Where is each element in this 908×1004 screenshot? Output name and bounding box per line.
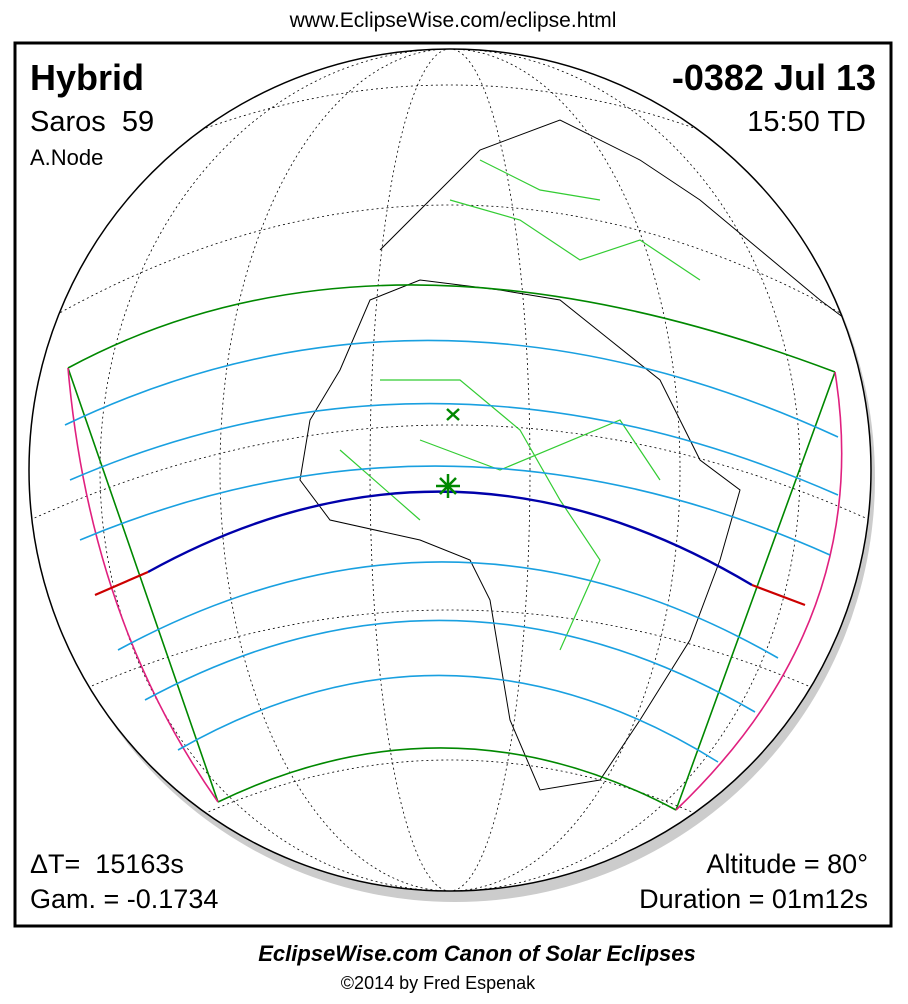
node: A.Node xyxy=(30,145,103,170)
globe-content xyxy=(29,49,871,891)
parallel xyxy=(29,204,871,331)
magnitude-line xyxy=(64,339,839,438)
parallel xyxy=(59,609,841,701)
borders xyxy=(339,379,661,651)
copyright: ©2014 by Fred Espenak xyxy=(341,973,536,993)
time: 15:50 TD xyxy=(747,106,866,138)
altitude: Altitude = 80° xyxy=(706,849,868,879)
date: -0382 Jul 13 xyxy=(672,57,876,98)
meridian xyxy=(369,49,531,891)
rise-set-limit xyxy=(67,367,836,811)
central-path xyxy=(147,490,753,587)
gamma: Gam. = -0.1734 xyxy=(30,884,218,914)
magnitude-lines xyxy=(64,339,839,763)
subsolar-marker xyxy=(446,408,460,421)
duration: Duration = 01m12s xyxy=(639,884,868,914)
magnitude-line xyxy=(117,561,779,659)
south-limit xyxy=(217,747,677,811)
meridian xyxy=(219,49,681,891)
africa-coast xyxy=(299,279,741,791)
magnitude-line xyxy=(69,402,839,496)
url: www.EclipseWise.com/eclipse.html xyxy=(289,9,617,32)
eurasia-coast xyxy=(379,119,861,331)
magnitude-line xyxy=(177,674,719,763)
central-path-extension xyxy=(94,570,806,607)
delta-t: ΔT= 15163s xyxy=(30,849,184,879)
greatest-eclipse-marker xyxy=(436,474,460,498)
globe xyxy=(28,48,872,892)
footer-title: EclipseWise.com Canon of Solar Eclipses xyxy=(258,941,696,966)
borders xyxy=(449,159,701,281)
north-limit xyxy=(67,284,836,373)
magnitude-line xyxy=(144,619,756,713)
edge-curve xyxy=(67,367,843,811)
eclipse-type: Hybrid xyxy=(30,57,144,98)
saros: Saros 59 xyxy=(30,106,154,138)
parallel xyxy=(29,424,871,521)
parallel xyxy=(149,84,751,151)
magnitude-line xyxy=(79,465,831,556)
